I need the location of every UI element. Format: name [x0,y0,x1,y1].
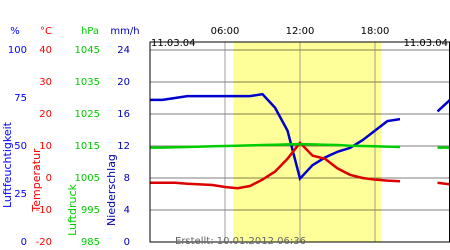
axis-unit: hPa [81,26,99,37]
y-tick-label: 25 [14,189,27,200]
axis-unit: mm/h [110,26,139,37]
date-label: 11.03.04 [151,38,196,49]
y-tick-label: 20 [117,77,130,88]
series-line [150,92,450,182]
y-tick-label: -10 [36,205,52,216]
y-tick-label: 20 [39,109,52,120]
y-tick-label: 0 [46,173,52,184]
y-tick-label: 75 [14,93,27,104]
axis-title: Luftdruck [66,183,79,235]
y-tick-label: 1035 [75,77,100,88]
daylight-band [233,42,382,242]
y-tick-label: 12 [117,141,130,152]
y-tick-label: -20 [36,237,52,248]
y-tick-label: 40 [39,45,52,56]
y-tick-label: 1015 [75,141,100,152]
date-label: 11.03.04 [403,38,448,49]
y-tick-label: 0 [124,237,130,248]
axis-unit: °C [40,26,52,37]
series-line [150,140,450,190]
y-tick-label: 995 [81,205,100,216]
y-tick-label: 0 [21,237,27,248]
series-line [150,142,450,149]
y-tick-label: 1045 [75,45,100,56]
y-tick-label: 50 [14,141,27,152]
x-tick-label: 18:00 [361,26,390,37]
axis-title: Temperatur [30,148,43,213]
y-tick-label: 8 [124,173,130,184]
y-tick-label: 1005 [75,173,100,184]
y-tick-label: 10 [39,141,52,152]
axis-title: Luftfeuchtigkeit [1,121,14,208]
y-tick-label: 16 [117,109,130,120]
y-tick-label: 24 [117,45,130,56]
y-tick-label: 4 [124,205,130,216]
y-tick-label: 30 [39,77,52,88]
axis-unit: % [10,26,20,37]
y-tick-label: 100 [8,45,27,56]
axis-title: Niederschlag [105,154,118,226]
x-tick-label: 06:00 [211,26,240,37]
x-tick-label: 12:00 [286,26,315,37]
y-tick-label: 1025 [75,109,100,120]
created-note: Erstellt: 10.01.2012 06:36 [175,236,306,247]
y-tick-label: 985 [81,237,100,248]
